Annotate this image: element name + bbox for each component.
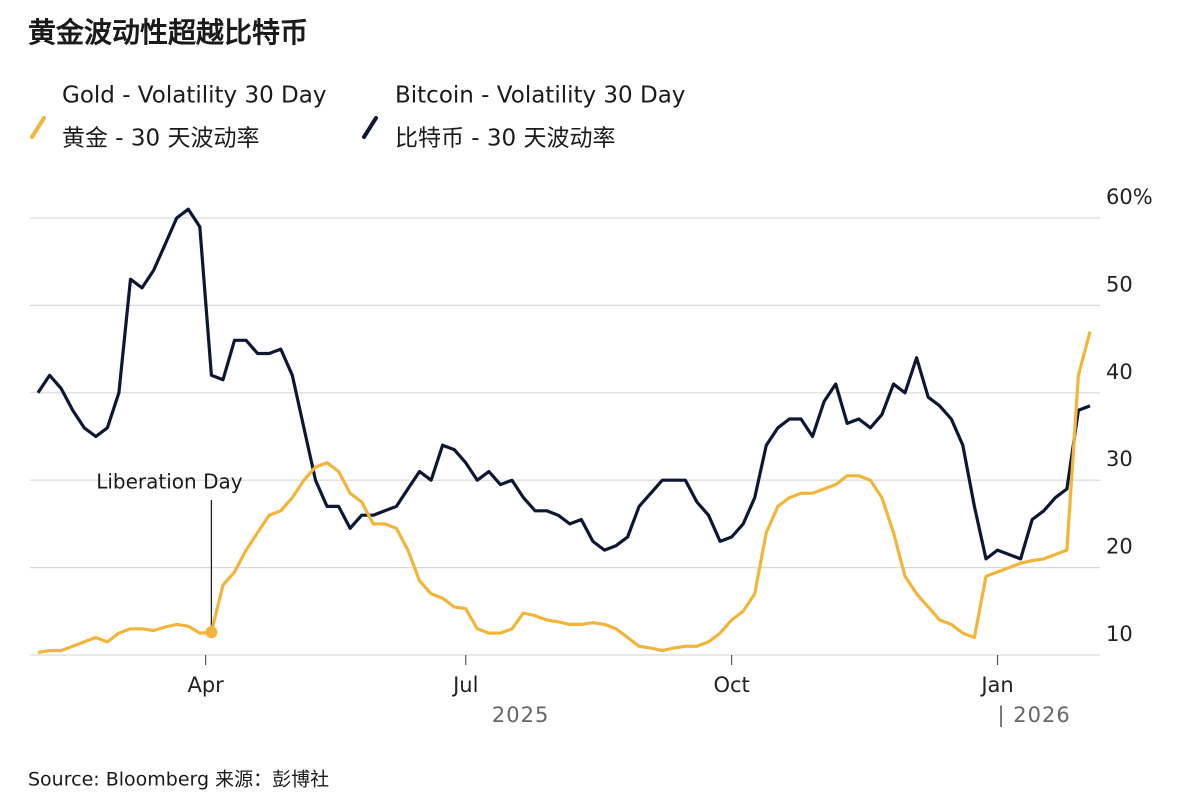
year-label: | 2026 [998, 703, 1071, 728]
legend-label: Bitcoin - Volatility 30 Day [395, 83, 685, 109]
y-tick-label: 20 [1106, 535, 1133, 559]
annotation-point [205, 626, 218, 639]
legend-label: 黄金 - 30 天波动率 [62, 126, 260, 152]
source: Source: Bloomberg 来源：彭博社 [28, 769, 329, 791]
x-tick-label: Jul [451, 673, 478, 697]
x-tick-label: Oct [713, 673, 749, 697]
legend-swatch [362, 116, 378, 139]
legend-swatch [30, 116, 46, 139]
y-tick-label: 30 [1106, 447, 1133, 471]
y-tick-label: 50 [1106, 272, 1133, 296]
y-tick-label: 60% [1106, 185, 1153, 209]
x-tick-label: Jan [979, 673, 1013, 697]
y-tick-label: 10 [1106, 622, 1133, 646]
series-line [36, 207, 1091, 561]
annotation-text: Liberation Day [96, 470, 243, 494]
x-tick-label: Apr [187, 673, 224, 697]
y-tick-label: 40 [1106, 360, 1133, 384]
legend-label: Gold - Volatility 30 Day [62, 83, 326, 109]
chart-title: 黄金波动性超越比特币 [28, 16, 308, 49]
year-label: 2025 [492, 703, 549, 727]
series-line [37, 331, 1092, 654]
legend-label: 比特币 - 30 天波动率 [395, 126, 616, 152]
